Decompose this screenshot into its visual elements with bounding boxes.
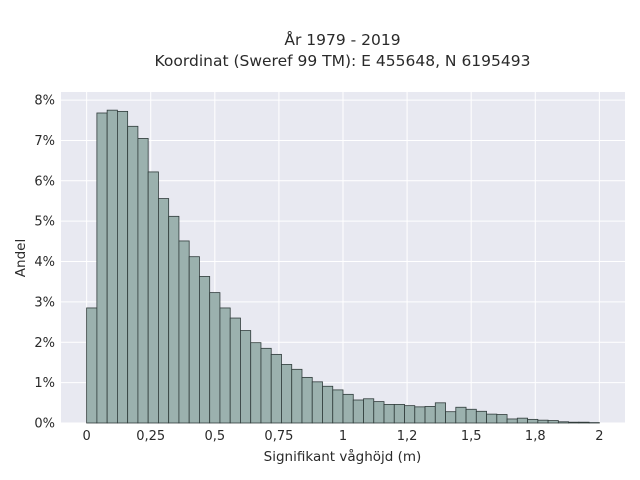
- x-tick-label: 0,5: [204, 429, 225, 444]
- x-axis-title: Signifikant våghöjd (m): [264, 448, 422, 465]
- histogram-bar: [137, 138, 149, 424]
- x-tick-label: 1,2: [397, 429, 418, 444]
- y-tick-label: 6%: [34, 174, 55, 189]
- histogram-bar: [96, 112, 108, 424]
- histogram-bar: [106, 109, 118, 424]
- histogram-bar: [158, 198, 170, 424]
- histogram-bar: [240, 330, 252, 424]
- histogram-bar: [363, 398, 375, 424]
- histogram-bar: [229, 317, 241, 424]
- histogram-bar: [506, 418, 518, 424]
- histogram-bar: [291, 368, 303, 424]
- y-tick-label: 1%: [34, 376, 55, 391]
- histogram-bar: [270, 353, 282, 424]
- histogram-bar: [516, 417, 528, 424]
- histogram-bar: [209, 292, 221, 424]
- x-tick-label: 0,75: [264, 429, 293, 444]
- histogram-bar: [373, 401, 385, 424]
- histogram-bar: [199, 276, 211, 424]
- histogram-bar: [578, 421, 590, 424]
- histogram-bar: [455, 406, 467, 424]
- histogram-bar: [434, 402, 446, 424]
- y-tick-label: 3%: [34, 295, 55, 310]
- bars: [86, 109, 600, 424]
- x-tick-label: 1,8: [525, 429, 546, 444]
- y-tick-label: 5%: [34, 215, 55, 230]
- histogram-bar: [301, 376, 313, 424]
- histogram-bar: [557, 421, 570, 424]
- histogram-bar: [352, 399, 364, 424]
- histogram-bar: [168, 215, 180, 424]
- y-axis-title: Andel: [13, 239, 29, 277]
- histogram-bar: [281, 364, 293, 424]
- histogram-bar: [527, 418, 539, 424]
- x-tick-label: 0: [82, 429, 90, 444]
- y-tick-label: 4%: [34, 255, 55, 270]
- histogram-bar: [219, 307, 231, 424]
- histogram-bar: [486, 413, 498, 424]
- x-tick-label: 1,5: [461, 429, 482, 444]
- histogram-bar: [86, 307, 98, 424]
- y-tick-label: 7%: [34, 134, 55, 149]
- histogram-bar: [496, 414, 508, 424]
- histogram-bar: [260, 347, 272, 424]
- histogram-bar: [188, 256, 200, 424]
- histogram-bar: [547, 420, 559, 424]
- histogram-bar: [250, 342, 262, 424]
- histogram-bar: [424, 406, 436, 424]
- histogram-bar: [393, 404, 405, 424]
- histogram-bar: [537, 419, 549, 424]
- y-tick-label: 0%: [34, 417, 55, 432]
- histogram-bar: [445, 411, 457, 424]
- x-tick-label: 0,25: [136, 429, 165, 444]
- x-tick-label: 2: [595, 429, 603, 444]
- histogram-bar: [475, 410, 487, 424]
- histogram-bar: [568, 421, 580, 424]
- histogram-bar: [117, 110, 129, 424]
- histogram-bar: [311, 381, 323, 424]
- histogram-bar: [383, 404, 395, 424]
- histogram-bar: [332, 389, 344, 424]
- chart-title: År 1979 - 2019: [284, 30, 400, 49]
- x-tick-labels: 0 0,25 0,5 0,75 1 1,2 1,5 1,8 2: [82, 429, 603, 444]
- histogram-bar: [414, 406, 426, 424]
- x-tick-label: 1: [339, 429, 347, 444]
- histogram-bar: [404, 405, 416, 424]
- y-tick-label: 2%: [34, 336, 55, 351]
- histogram-bar: [178, 240, 190, 424]
- y-tick-labels: 0% 1% 2% 3% 4% 5% 6% 7% 8%: [34, 94, 55, 432]
- histogram-bar: [342, 393, 354, 424]
- histogram-bar: [147, 171, 159, 424]
- histogram-bar: [322, 385, 334, 424]
- histogram-bar: [127, 125, 139, 424]
- histogram-bar: [465, 408, 477, 424]
- chart-subtitle: Koordinat (Sweref 99 TM): E 455648, N 61…: [155, 52, 531, 70]
- y-tick-label: 8%: [34, 94, 55, 109]
